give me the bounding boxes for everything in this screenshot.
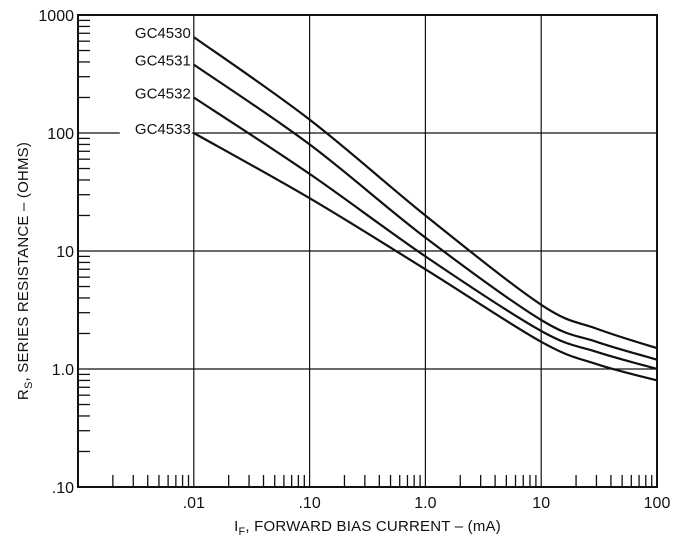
series-line-gc4531 bbox=[193, 63, 658, 361]
series-label-gc4533: GC4533 bbox=[135, 121, 191, 138]
y-tick-labels: .10 1.0 10 100 1000 bbox=[38, 8, 74, 497]
y-axis-title-sub: S bbox=[23, 381, 35, 389]
series-label-bg bbox=[119, 83, 192, 104]
y-axis-title: RS, SERIES RESISTANCE – (OHMS) bbox=[15, 142, 35, 400]
y-tick-label: 1000 bbox=[38, 8, 74, 25]
x-tick-label: 100 bbox=[644, 495, 671, 512]
series-label-gc4532: GC4532 bbox=[135, 85, 191, 102]
minor-ticks bbox=[78, 19, 653, 487]
series-label-bg bbox=[119, 119, 192, 139]
y-axis-title-rest: , SERIES RESISTANCE – (OHMS) bbox=[15, 142, 32, 382]
series-label-gc4530: GC4530 bbox=[135, 25, 191, 42]
x-axis-title: IF, FORWARD BIAS CURRENT – (mA) bbox=[234, 518, 501, 538]
y-tick-label: 100 bbox=[47, 126, 74, 143]
x-tick-label: 10 bbox=[532, 495, 550, 512]
series-line-gc4532 bbox=[193, 96, 658, 371]
x-tick-label: .01 bbox=[183, 495, 205, 512]
y-axis-title-main: R bbox=[15, 389, 32, 400]
y-tick-label: .10 bbox=[52, 480, 74, 497]
series-line-gc4530 bbox=[193, 36, 658, 350]
series-line-gc4533 bbox=[193, 132, 658, 382]
series-labels: GC4530 GC4531 GC4532 GC4533 bbox=[119, 23, 192, 139]
series-label-gc4531: GC4531 bbox=[135, 53, 191, 70]
x-tick-label: .10 bbox=[298, 495, 320, 512]
x-axis-title-sub: F bbox=[238, 526, 245, 538]
x-tick-labels: .01 .10 1.0 10 100 bbox=[183, 495, 671, 512]
x-tick-label: 1.0 bbox=[414, 495, 436, 512]
x-axis-title-rest: , FORWARD BIAS CURRENT – (mA) bbox=[245, 518, 501, 535]
x-axis-title-main: I bbox=[234, 518, 238, 535]
series-label-bg bbox=[119, 23, 192, 44]
y-tick-label: 10 bbox=[56, 244, 74, 261]
plot-frame bbox=[77, 14, 658, 488]
series-label-bg bbox=[119, 50, 192, 71]
y-tick-label: 1.0 bbox=[52, 362, 74, 379]
series-lines bbox=[193, 36, 658, 382]
